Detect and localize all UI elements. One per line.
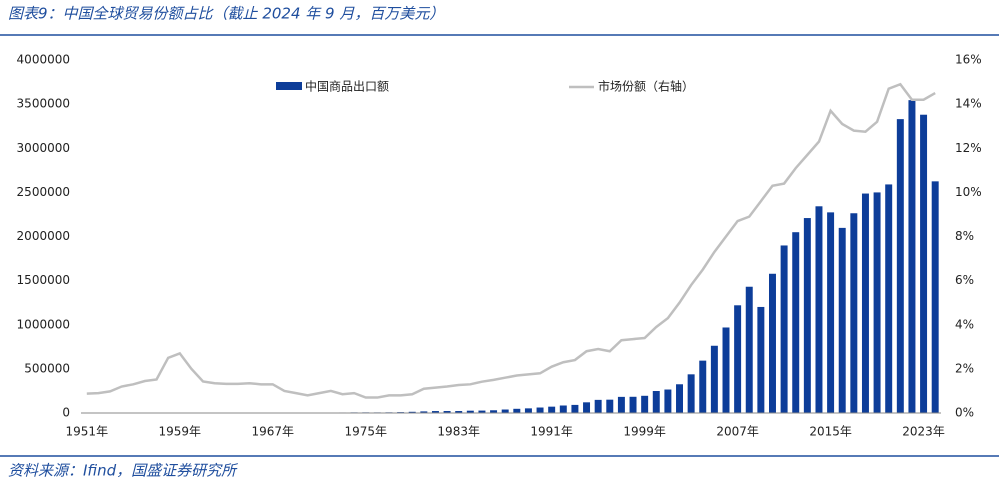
bar: [525, 408, 532, 413]
x-tick-label: 1999年: [623, 425, 666, 439]
y2-tick-label: 2%: [955, 361, 974, 375]
bar: [827, 212, 834, 413]
bar: [676, 384, 683, 413]
bar: [885, 184, 892, 413]
legend-label: 中国商品出口额: [305, 79, 389, 94]
y-tick-label: 1500000: [17, 273, 70, 287]
bar: [618, 397, 625, 413]
y-tick-label: 3000000: [17, 141, 70, 155]
y-tick-label: 3500000: [17, 97, 70, 111]
x-tick-label: 2007年: [716, 425, 759, 439]
bar: [839, 228, 846, 413]
bar: [874, 192, 881, 413]
bar: [723, 327, 730, 413]
bar: [571, 405, 578, 413]
bar: [583, 402, 590, 413]
bar: [850, 213, 857, 413]
x-tick-label: 2015年: [809, 425, 852, 439]
x-tick-label: 1991年: [530, 425, 573, 439]
chart-title: 图表9：中国全球贸易份额占比（截止 2024 年 9 月，百万美元）: [8, 5, 444, 23]
bar: [769, 274, 776, 413]
bar: [920, 115, 927, 413]
x-tick-label: 1983年: [437, 425, 480, 439]
bar: [502, 410, 509, 413]
bar: [781, 245, 788, 413]
x-tick-label: 1967年: [251, 425, 294, 439]
y-tick-label: 2000000: [17, 229, 70, 243]
bar: [699, 361, 706, 413]
x-tick-label: 1975年: [344, 425, 387, 439]
bar: [548, 407, 555, 413]
bar: [653, 391, 660, 413]
bar: [595, 400, 602, 413]
bar: [815, 206, 822, 413]
y2-tick-label: 16%: [955, 53, 982, 67]
bar: [792, 232, 799, 413]
y2-tick-label: 0%: [955, 406, 974, 420]
y2-tick-label: 8%: [955, 229, 974, 243]
bar: [606, 400, 613, 413]
legend-swatch: [276, 82, 302, 90]
y-tick-label: 4000000: [17, 53, 70, 67]
bar: [641, 396, 648, 413]
bar: [664, 390, 671, 413]
source: 资料来源：Ifind，国盛证券研究所: [8, 462, 238, 480]
bar: [757, 307, 764, 413]
bar: [908, 100, 915, 413]
y2-tick-label: 10%: [955, 185, 982, 199]
bar: [513, 409, 520, 413]
bar: [560, 406, 567, 413]
y-tick-label: 2500000: [17, 185, 70, 199]
y2-tick-label: 6%: [955, 273, 974, 287]
x-tick-label: 2023年: [902, 425, 945, 439]
y-tick-label: 500000: [24, 361, 70, 375]
bar: [711, 346, 718, 413]
x-tick-label: 1951年: [66, 425, 109, 439]
bar: [630, 397, 637, 413]
legend-label: 市场份额（右轴）: [598, 79, 694, 94]
y2-tick-label: 14%: [955, 97, 982, 111]
y-tick-label: 1000000: [17, 317, 70, 331]
x-tick-label: 1959年: [159, 425, 202, 439]
bar: [897, 119, 904, 413]
bar: [537, 408, 544, 413]
y-tick-label: 0: [62, 406, 70, 420]
y2-tick-label: 12%: [955, 141, 982, 155]
bar: [688, 374, 695, 413]
bar: [932, 181, 939, 413]
bar: [746, 287, 753, 413]
bar: [804, 218, 811, 413]
bar: [734, 305, 741, 413]
y2-tick-label: 4%: [955, 317, 974, 331]
bar: [862, 194, 869, 413]
